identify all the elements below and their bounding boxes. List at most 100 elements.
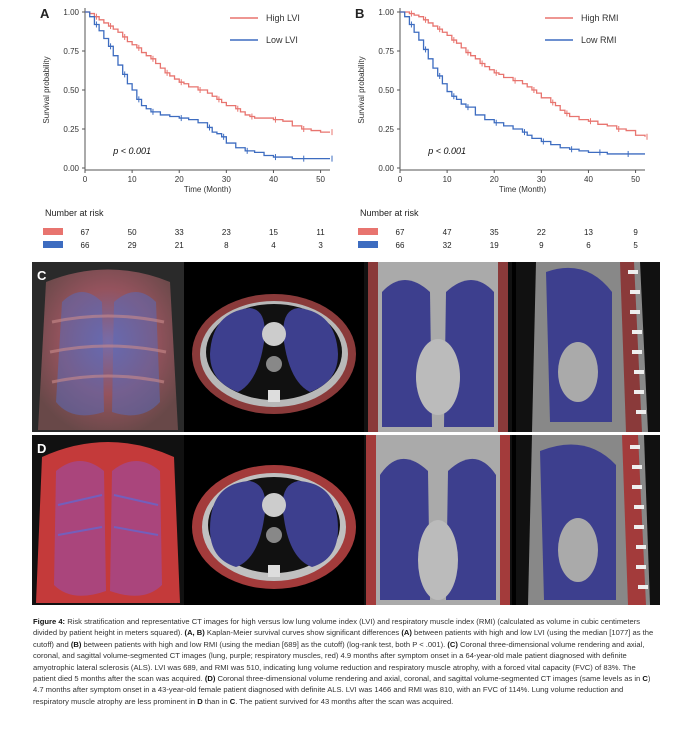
risk-count: 22: [537, 228, 546, 237]
risk-count: 33: [175, 228, 184, 237]
x-tick-label: 30: [537, 175, 546, 184]
p-value: p < 0.001: [112, 146, 151, 156]
caption-text: Coronal three-dimensional volume renderi…: [215, 674, 643, 684]
y-tick-label: 0.00: [378, 164, 394, 173]
x-tick-label: 10: [443, 175, 452, 184]
x-tick-label: 0: [83, 175, 88, 184]
x-tick-label: 50: [631, 175, 640, 184]
x-tick-label: 20: [490, 175, 499, 184]
risk-count: 32: [443, 241, 452, 250]
caption-ref: C: [642, 674, 648, 684]
y-tick-label: 0.25: [63, 125, 79, 134]
y-tick-label: 0.50: [63, 86, 79, 95]
y-tick-label: 1.00: [378, 8, 394, 17]
risk-table-title: Number at risk: [45, 208, 104, 218]
y-tick-label: 0.50: [378, 86, 394, 95]
y-tick-label: 0.25: [378, 125, 394, 134]
x-tick-label: 10: [128, 175, 137, 184]
risk-count: 13: [584, 228, 593, 237]
legend-label: Low LVI: [266, 35, 298, 45]
caption-ref: (A, B): [184, 628, 205, 638]
legend-label: Low RMI: [581, 35, 617, 45]
ct-axial-c: [188, 262, 360, 432]
km-chart-lvi: 0.00 0.25 0.50 0.75 1.00 0 10 20 30 40 50 Time (Mon…: [42, 8, 333, 250]
x-tick-label: 40: [584, 175, 593, 184]
km-curve-high: [400, 11, 646, 137]
caption-ref: (D): [204, 674, 216, 684]
risk-count: 4: [271, 241, 276, 250]
legend-label: High RMI: [581, 13, 619, 23]
x-tick-label: 0: [398, 175, 403, 184]
risk-count: 67: [396, 228, 405, 237]
risk-row-swatch: [358, 228, 378, 235]
risk-count: 5: [633, 241, 638, 250]
y-tick-label: 0.75: [63, 47, 79, 56]
x-axis-label: Time (Month): [499, 185, 547, 194]
ct-3d-rendering-c: [32, 262, 184, 432]
x-tick-label: 50: [316, 175, 325, 184]
caption-text: Kaplan-Meier survival curves show signif…: [204, 628, 402, 638]
x-tick-label: 40: [269, 175, 278, 184]
risk-count: 66: [81, 241, 90, 250]
ct-coronal-c: [364, 262, 512, 432]
risk-count: 47: [443, 228, 452, 237]
ct-coronal-d: [364, 435, 512, 605]
y-axis-label: Survival probability: [357, 56, 366, 123]
figure-caption: Figure 4: Risk stratification and repres…: [33, 616, 655, 707]
x-axis-label: Time (Month): [184, 185, 232, 194]
risk-count: 11: [316, 228, 325, 237]
ct-sagittal-c: [516, 262, 660, 432]
y-axis-label: Survival probability: [42, 56, 51, 123]
caption-text: ) 4.7 months after symptom onset in a 43…: [33, 674, 651, 706]
risk-count: 9: [633, 228, 638, 237]
risk-count: 29: [128, 241, 137, 250]
risk-count: 50: [128, 228, 137, 237]
risk-row-swatch: [43, 228, 63, 235]
risk-count: 35: [490, 228, 499, 237]
caption-ref: (A): [401, 628, 412, 638]
risk-count: 66: [396, 241, 405, 250]
panel-label-c: C: [37, 268, 47, 283]
caption-text: . The patient survived for 43 months aft…: [235, 696, 454, 706]
caption-ref: (C): [447, 639, 458, 649]
caption-text: Coronal three-dimensional volume renderi…: [33, 639, 645, 684]
caption-text: than in: [202, 696, 230, 706]
risk-row-swatch: [358, 241, 378, 248]
risk-row-swatch: [43, 241, 63, 248]
y-tick-label: 0.75: [378, 47, 394, 56]
risk-count: 3: [318, 241, 323, 250]
caption-text: Risk stratification and representative C…: [33, 617, 641, 638]
risk-count: 6: [586, 241, 591, 250]
km-chart-rmi: 0.00 0.25 0.50 0.75 1.00 0 10 20 30 40 50 Time (Mon…: [357, 8, 648, 250]
y-tick-label: 1.00: [63, 8, 79, 17]
caption-text: between patients with high and low LVI (…: [33, 628, 654, 649]
risk-count: 8: [224, 241, 229, 250]
caption-figure-label: Figure 4:: [33, 617, 66, 626]
caption-ref: (B): [70, 639, 82, 649]
panel-label-d: D: [37, 441, 47, 456]
ct-3d-rendering-d: [32, 435, 184, 605]
risk-count: 9: [539, 241, 544, 250]
km-curve-high: [85, 11, 330, 133]
km-curve-low: [85, 11, 330, 160]
risk-count: 19: [490, 241, 499, 250]
legend-label: High LVI: [266, 13, 300, 23]
risk-count: 67: [81, 228, 90, 237]
x-tick-label: 20: [175, 175, 184, 184]
risk-count: 15: [269, 228, 278, 237]
caption-ref: C: [229, 696, 236, 706]
ct-row-c: C: [32, 262, 660, 432]
panel-label-a: A: [40, 6, 50, 21]
risk-count: 23: [222, 228, 231, 237]
ct-axial-d: [188, 435, 360, 605]
risk-count: 21: [175, 241, 184, 250]
ct-row-d: D: [32, 435, 660, 605]
caption-text: between patients with high and low RMI (…: [81, 639, 448, 649]
y-tick-label: 0.00: [63, 164, 79, 173]
risk-table-title: Number at risk: [360, 208, 419, 218]
panel-label-b: B: [355, 6, 365, 21]
p-value: p < 0.001: [427, 146, 466, 156]
ct-sagittal-d: [516, 435, 660, 605]
x-tick-label: 30: [222, 175, 231, 184]
caption-ref: D: [197, 696, 203, 706]
